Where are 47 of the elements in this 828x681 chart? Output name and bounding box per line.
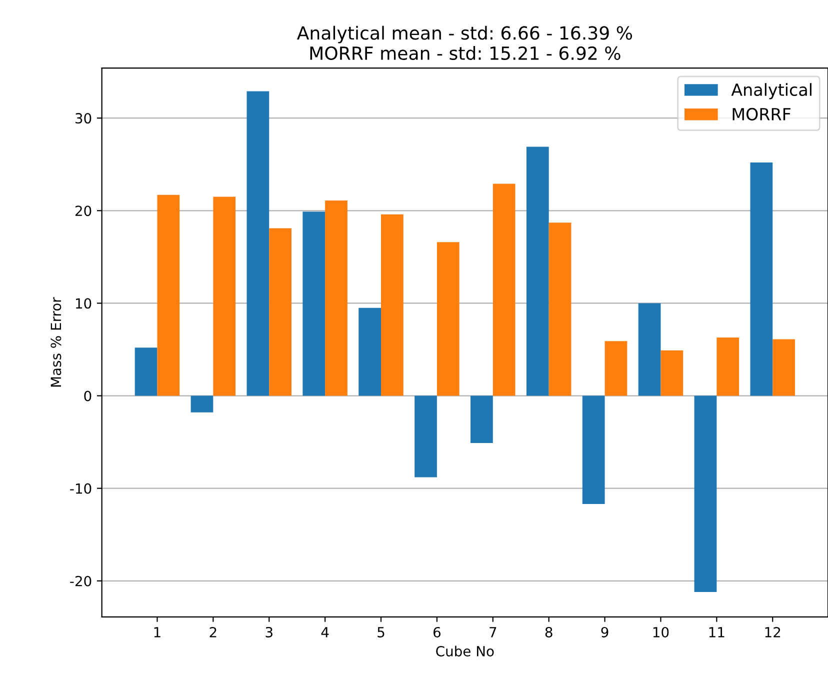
bar: [492, 184, 516, 396]
bar: [716, 337, 740, 396]
x-tick-label: 2: [210, 626, 216, 638]
x-tick-label: 8: [545, 626, 552, 638]
y-axis-title: Mass % Error: [50, 297, 62, 387]
y-tick-label: 10: [76, 298, 92, 309]
bar: [582, 396, 605, 504]
bar: [548, 222, 572, 396]
bar: [750, 162, 773, 396]
x-tick-label: 12: [765, 626, 780, 638]
bar: [190, 396, 214, 412]
legend-label: MORRF: [732, 108, 790, 120]
bar: [246, 91, 270, 396]
bar: [772, 339, 795, 396]
bar: [358, 308, 382, 396]
x-tick-label: 11: [709, 627, 724, 638]
bar: [470, 396, 493, 443]
y-tick-label: 30: [76, 113, 92, 124]
bar: [302, 212, 326, 396]
y-tick-label: 0: [84, 390, 92, 402]
x-tick-label: 3: [266, 626, 272, 638]
legend-label: Analytical: [731, 83, 812, 100]
bar: [604, 341, 628, 396]
y-tick-label: -20: [70, 576, 92, 586]
bar: [325, 200, 348, 396]
bar: [157, 194, 180, 396]
bar: [381, 214, 404, 396]
y-tick-label: -10: [70, 483, 92, 494]
bar: [660, 350, 684, 396]
chart-title: Analytical mean - std: 6.66 - 16.39 % MORRF mean - std: 15.21 - 6.92 %: [296, 26, 632, 60]
bar: [269, 228, 292, 396]
x-tick-label: 5: [378, 627, 384, 638]
bar: [526, 146, 549, 396]
x-tick-label: 10: [653, 626, 669, 638]
x-tick-label: 9: [601, 626, 608, 638]
bar: [694, 396, 717, 592]
x-tick-label: 6: [434, 626, 440, 638]
bar: [638, 303, 661, 396]
x-tick-label: 4: [321, 627, 329, 638]
x-tick-label: 7: [490, 627, 496, 638]
bar: [414, 396, 437, 478]
x-axis-title: Cube No: [436, 646, 494, 656]
y-tick-label: 20: [75, 206, 92, 216]
bar: [213, 196, 236, 396]
bar: [134, 348, 158, 396]
x-tick-label: 1: [154, 627, 160, 638]
bar: [436, 242, 460, 396]
